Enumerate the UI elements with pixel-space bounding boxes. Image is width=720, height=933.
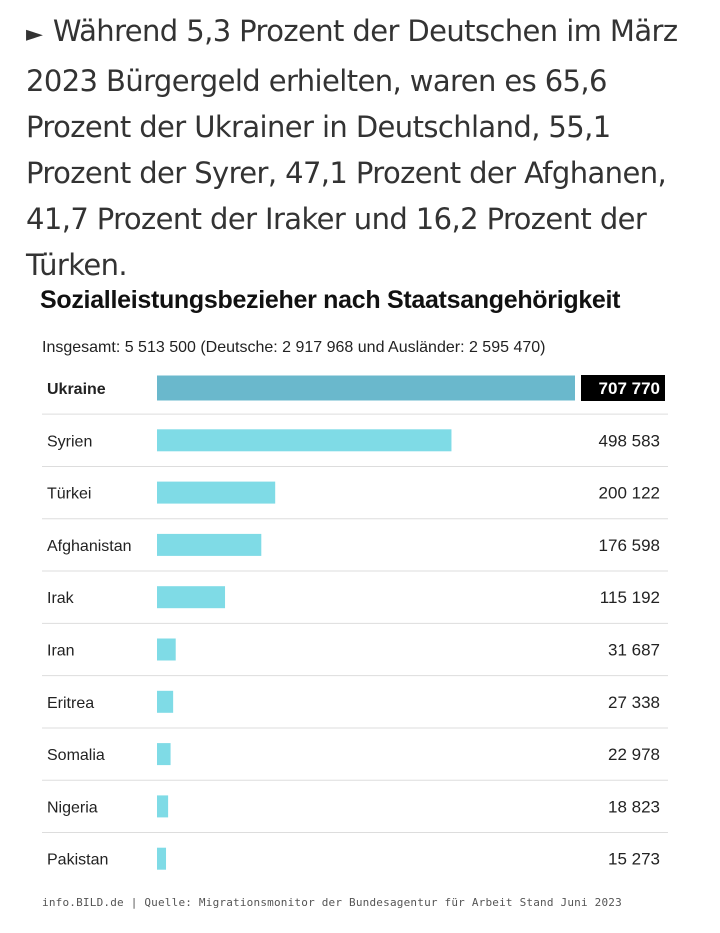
category-label-8: Nigeria [47,799,98,816]
value-label-3: 176 598 [599,536,660,555]
category-label-7: Somalia [47,747,105,764]
bar-8 [157,795,169,818]
value-label-0: 707 770 [599,379,660,398]
value-label-1: 498 583 [599,431,660,450]
bar-9 [157,847,167,870]
value-label-5: 31 687 [608,641,660,660]
source-note: info.BILD.de | Quelle: Migrationsmonitor… [42,896,622,909]
bar-7 [157,743,171,766]
category-label-4: Irak [47,590,75,607]
bar-3 [157,533,262,556]
value-label-9: 15 273 [608,850,660,869]
value-label-bg-0 [581,375,665,401]
value-label-6: 27 338 [608,693,660,712]
bar-5 [157,638,176,661]
bar-6 [157,690,174,713]
category-label-6: Eritrea [47,695,94,712]
category-label-5: Iran [47,643,75,660]
value-label-8: 18 823 [608,797,660,816]
intro-text: Während 5,3 Prozent der Deutschen im Mär… [26,14,678,282]
bar-4 [157,586,226,609]
intro-paragraph: ► Während 5,3 Prozent der Deutschen im Mä… [26,8,706,288]
bar-chart: Ukraine 707 770 Syrien 498 583 Türkei 200 122… [42,375,668,870]
arrow-icon: ► [26,22,43,47]
chart-subtitle: Insgesamt: 5 513 500 (Deutsche: 2 917 96… [42,339,546,356]
bar-0 [157,375,575,401]
category-label-0: Ukraine [47,381,106,398]
category-label-1: Syrien [47,433,92,450]
chart-title: Sozialleistungsbezieher nach Staatsangeh… [40,286,621,314]
value-label-4: 115 192 [600,588,660,607]
category-label-2: Türkei [47,486,91,503]
bar-1 [157,429,452,452]
category-label-9: Pakistan [47,852,108,869]
value-label-7: 22 978 [608,745,660,764]
bar-2 [157,481,276,504]
category-label-3: Afghanistan [47,538,132,555]
value-label-2: 200 122 [599,484,660,503]
